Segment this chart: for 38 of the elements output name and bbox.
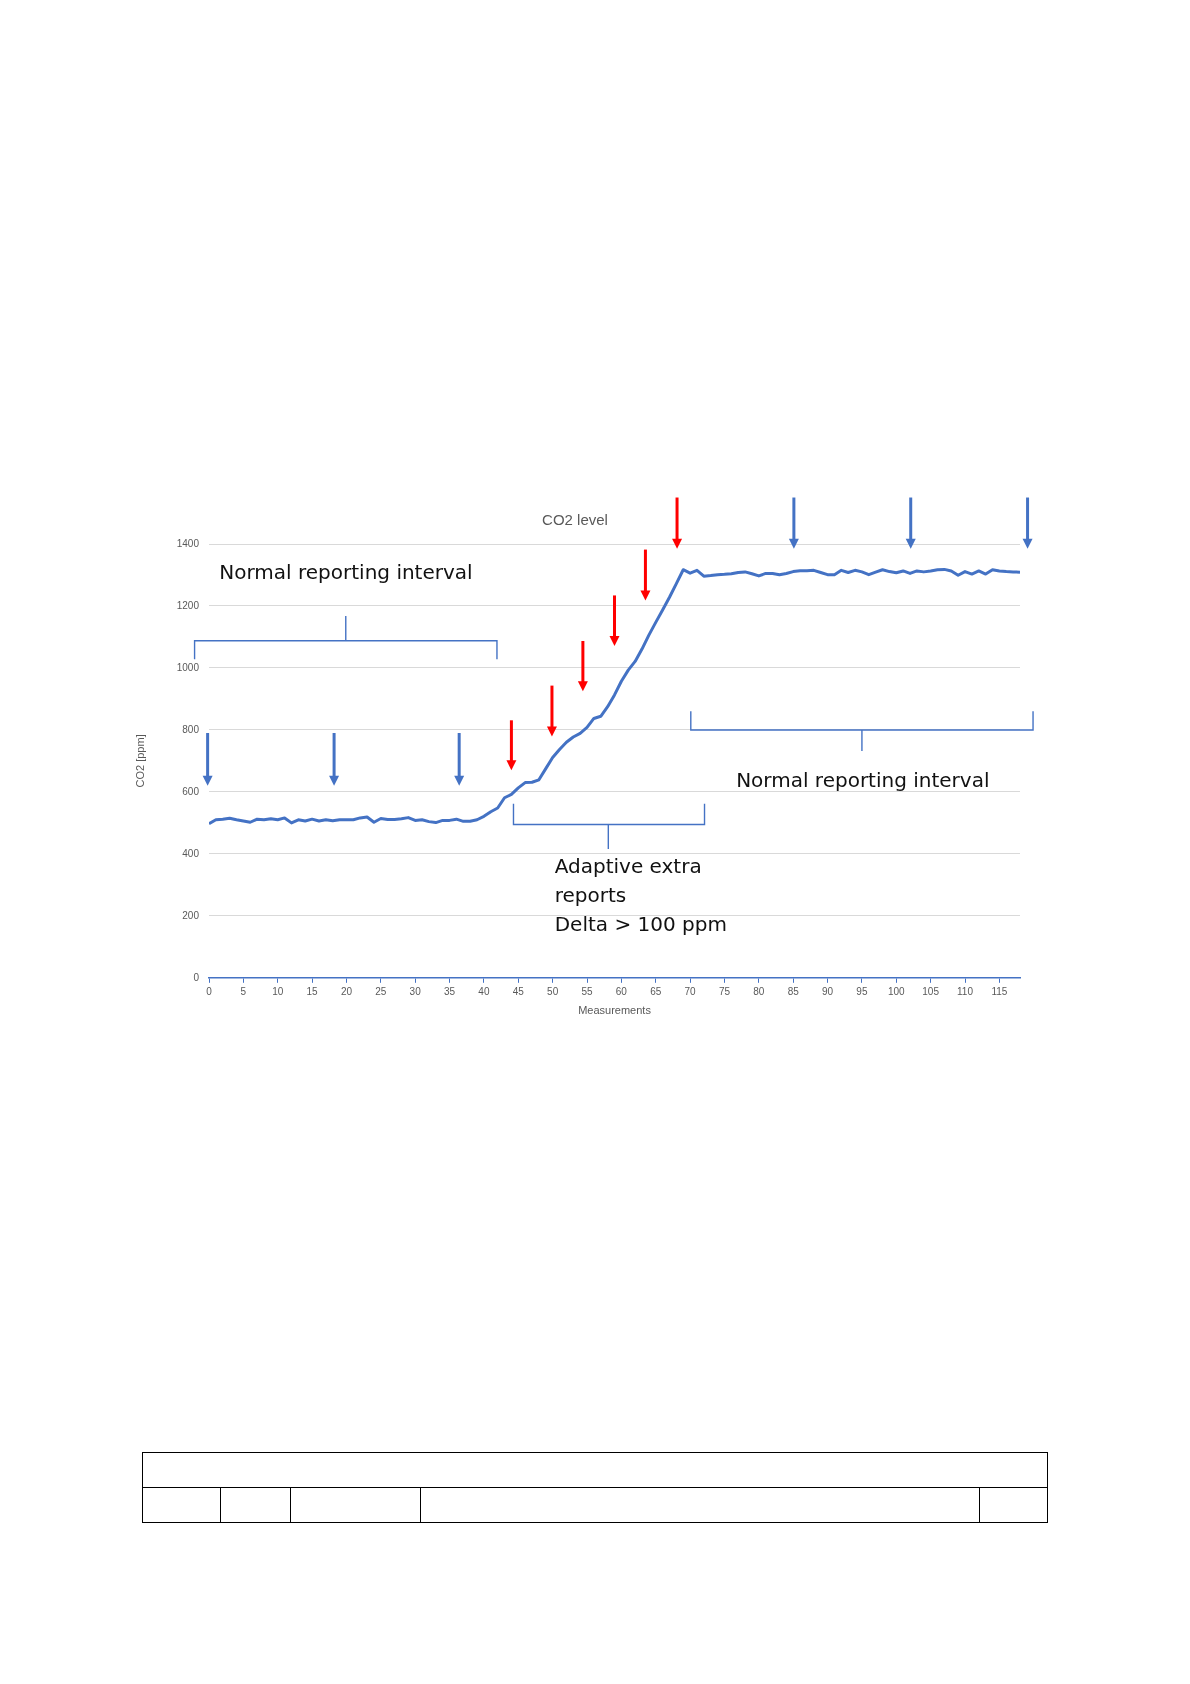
- x-tick-label: 90: [822, 985, 834, 997]
- x-tick-label: 80: [753, 985, 765, 997]
- y-tick-label: 800: [182, 723, 200, 735]
- y-tick-label: 0: [193, 971, 200, 983]
- y-tick-label: 1200: [176, 599, 200, 611]
- y-tick-label: 400: [182, 847, 200, 859]
- x-tick-label: 85: [787, 985, 800, 997]
- x-tick-label: 95: [856, 985, 868, 997]
- x-tick-label: 10: [272, 985, 284, 997]
- x-tick-label: 15: [306, 985, 319, 997]
- x-tick-label: 70: [684, 985, 697, 997]
- x-tick-label: 45: [512, 985, 525, 997]
- x-tick-label: 65: [650, 985, 662, 997]
- x-tick-label: 25: [375, 985, 387, 997]
- x-tick-label: 50: [547, 985, 559, 997]
- x-tick-label: 30: [409, 985, 422, 997]
- x-axis-title: Measurements: [578, 1004, 652, 1017]
- x-tick-label: 5: [240, 985, 247, 997]
- x-tick-label: 75: [718, 985, 731, 997]
- y-tick-label: 600: [182, 785, 200, 797]
- x-tick-label: 0: [206, 985, 213, 997]
- x-tick-label: 55: [581, 985, 594, 997]
- annotation: Normal reporting interval: [219, 558, 473, 586]
- y-tick-label: 200: [182, 909, 200, 921]
- x-tick-label: 60: [615, 985, 628, 997]
- x-tick-label: 40: [478, 985, 490, 997]
- x-tick-label: 105: [922, 985, 940, 997]
- chart-title: CO2 level: [542, 511, 608, 529]
- y-axis-title: CO2 [ppm]: [133, 734, 146, 788]
- x-tick-label: 20: [340, 985, 353, 997]
- annotation: Adaptive extra reports Delta > 100 ppm: [554, 853, 728, 939]
- annotation: Normal reporting interval: [736, 766, 990, 794]
- y-tick-label: 1000: [176, 661, 200, 673]
- x-tick-label: 115: [991, 985, 1008, 997]
- x-tick-label: 110: [957, 985, 974, 997]
- x-tick-label: 100: [887, 985, 906, 997]
- y-tick-label: 1400: [176, 537, 200, 549]
- x-tick-label: 35: [443, 985, 456, 997]
